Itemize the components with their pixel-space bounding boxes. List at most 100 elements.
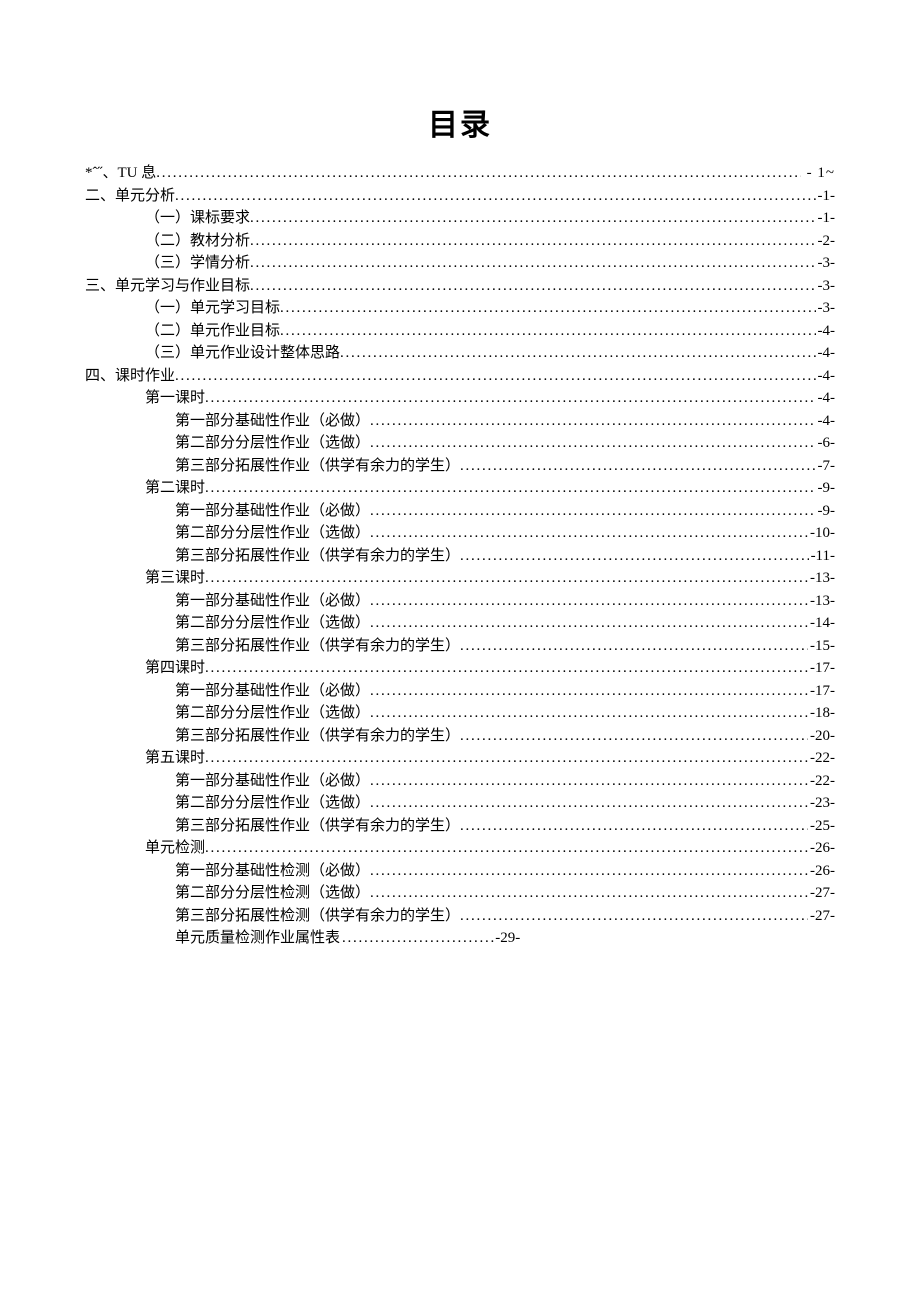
toc-leader-dots [370, 792, 808, 815]
toc-entry: 第五课时 -22- [85, 747, 835, 770]
toc-entry: *ˆ˝、TU 息- 1~ [85, 162, 835, 185]
toc-leader-dots [205, 477, 815, 500]
toc-entry-page: - 1~ [801, 162, 835, 185]
toc-entry-page: -25- [808, 815, 835, 838]
toc-entry-page: -4- [816, 387, 836, 410]
toc-entry: 第一课时-4- [85, 387, 835, 410]
toc-entry: （三）学情分析-3- [85, 252, 835, 275]
toc-entry-page: -9- [816, 500, 836, 523]
toc-entry: 第三部分拓展性作业（供学有余力的学生） -7- [85, 455, 835, 478]
toc-entry-label: 三、单元学习与作业目标 [85, 275, 250, 298]
toc-entry-page: -4- [816, 365, 836, 388]
toc-leader-dots [250, 252, 815, 275]
toc-entry-label: 第二部分分层性作业（选做） [175, 702, 370, 725]
toc-entry-label: 第一部分基础性作业（必做） [175, 770, 370, 793]
toc-leader-dots [460, 635, 808, 658]
toc-entry: 第三部分拓展性作业（供学有余力的学生）-25- [85, 815, 835, 838]
toc-entry-page: -10- [808, 522, 835, 545]
toc-leader-dots [370, 680, 808, 703]
toc-entry: 第二部分分层性检测（选做） -27- [85, 882, 835, 905]
toc-entry: 第二部分分层性作业（选做）-14- [85, 612, 835, 635]
toc-leader-dots [370, 612, 808, 635]
toc-entry-label: （一）单元学习目标 [145, 297, 280, 320]
toc-entry-page: -26- [808, 837, 835, 860]
toc-entry-label: 第二部分分层性检测（选做） [175, 882, 370, 905]
toc-entry: 第一部分基础性作业（必做）-13- [85, 590, 835, 613]
toc-leader-dots [460, 905, 808, 928]
toc-leader-dots [250, 207, 815, 230]
toc-entry: 第二部分分层性作业（选做）-10- [85, 522, 835, 545]
toc-entry-label: （三）单元作业设计整体思路 [145, 342, 340, 365]
toc-entry: 第三部分拓展性作业（供学有余力的学生）-11- [85, 545, 835, 568]
toc-leader-dots [370, 882, 808, 905]
toc-entry: 第一部分基础性作业（必做） -9- [85, 500, 835, 523]
toc-entry-label: 第一部分基础性作业（必做） [175, 410, 370, 433]
toc-entry-page: -13- [808, 567, 835, 590]
toc-leader-dots [205, 567, 808, 590]
toc-entry: 第三部分拓展性作业（供学有余力的学生）-15- [85, 635, 835, 658]
toc-entry-page: -22- [808, 747, 835, 770]
toc-entry-page: -13- [808, 590, 835, 613]
toc-leader-dots [175, 185, 815, 208]
toc-entry: 第二部分分层性作业（选做）-6- [85, 432, 835, 455]
toc-entry: 三、单元学习与作业目标 -3- [85, 275, 835, 298]
toc-leader-dots [460, 815, 808, 838]
toc-entry: 第一部分基础性作业（必做） -17- [85, 680, 835, 703]
toc-entry-page: -9- [816, 477, 836, 500]
toc-entry-page: -3- [816, 297, 836, 320]
toc-entry-page: -3- [816, 275, 836, 298]
toc-entry-page: -4- [816, 320, 836, 343]
toc-entry-page: -4- [816, 342, 836, 365]
toc-entry-label: （一）课标要求 [145, 207, 250, 230]
toc-entry-label: 第二部分分层性作业（选做） [175, 792, 370, 815]
toc-entry-label: 第四课时 [145, 657, 205, 680]
toc-entry-page: -7- [816, 455, 836, 478]
toc-leader-dots [175, 365, 815, 388]
toc-entry-label: 单元质量检测作业属性表 [175, 927, 340, 950]
toc-leader-dots [205, 387, 815, 410]
toc-entry-page: -20- [808, 725, 835, 748]
table-of-contents: *ˆ˝、TU 息- 1~二、单元分析-1-（一）课标要求-1-（二）教材分析-2… [85, 162, 835, 950]
toc-entry: 第二部分分层性作业（选做）-18- [85, 702, 835, 725]
toc-entry: 第三部分拓展性检测（供学有余力的学生） -27- [85, 905, 835, 928]
toc-entry-label: 第一部分基础性作业（必做） [175, 680, 370, 703]
toc-entry-page: -17- [808, 680, 835, 703]
toc-leader-dots [340, 342, 815, 365]
toc-leader-dots [370, 860, 808, 883]
toc-entry-page: -15- [808, 635, 835, 658]
toc-entry-label: 第三部分拓展性作业（供学有余力的学生） [175, 725, 460, 748]
toc-leader-dots [250, 275, 815, 298]
toc-entry-page: -27- [808, 882, 835, 905]
toc-leader-dots [370, 432, 815, 455]
toc-entry-label: 第三部分拓展性检测（供学有余力的学生） [175, 905, 460, 928]
toc-entry: 第一部分基础性检测（必做）-26- [85, 860, 835, 883]
toc-entry: （二）单元作业目标 -4- [85, 320, 835, 343]
toc-leader-dots [370, 500, 815, 523]
toc-entry-label: （二）单元作业目标 [145, 320, 280, 343]
toc-entry-page: -23- [808, 792, 835, 815]
toc-leader-dots [370, 770, 808, 793]
toc-leader-dots [460, 545, 809, 568]
toc-leader-dots [156, 162, 800, 185]
toc-entry-label: 第五课时 [145, 747, 205, 770]
toc-entry-label: 第一部分基础性作业（必做） [175, 500, 370, 523]
toc-leader-dots [205, 657, 808, 680]
toc-entry-page: -6- [816, 432, 836, 455]
toc-entry-page: -1- [816, 185, 836, 208]
toc-entry-page: -17- [808, 657, 835, 680]
toc-entry-label: 四、课时作业 [85, 365, 175, 388]
toc-leader-dots [460, 725, 808, 748]
document-page: 目录 *ˆ˝、TU 息- 1~二、单元分析-1-（一）课标要求-1-（二）教材分… [0, 0, 920, 950]
toc-entry-label: （三）学情分析 [145, 252, 250, 275]
toc-entry-page: -14- [808, 612, 835, 635]
toc-entry: 第二课时-9- [85, 477, 835, 500]
toc-entry-label: 第三部分拓展性作业（供学有余力的学生） [175, 455, 460, 478]
toc-leader-dots [370, 410, 815, 433]
toc-entry-page: -27- [808, 905, 835, 928]
toc-entry: （二）教材分析-2- [85, 230, 835, 253]
toc-entry-label: 二、单元分析 [85, 185, 175, 208]
toc-entry-label: 第一部分基础性检测（必做） [175, 860, 370, 883]
toc-entry: 第三课时 -13- [85, 567, 835, 590]
toc-leader-dots [205, 837, 808, 860]
toc-entry-label: 第三课时 [145, 567, 205, 590]
